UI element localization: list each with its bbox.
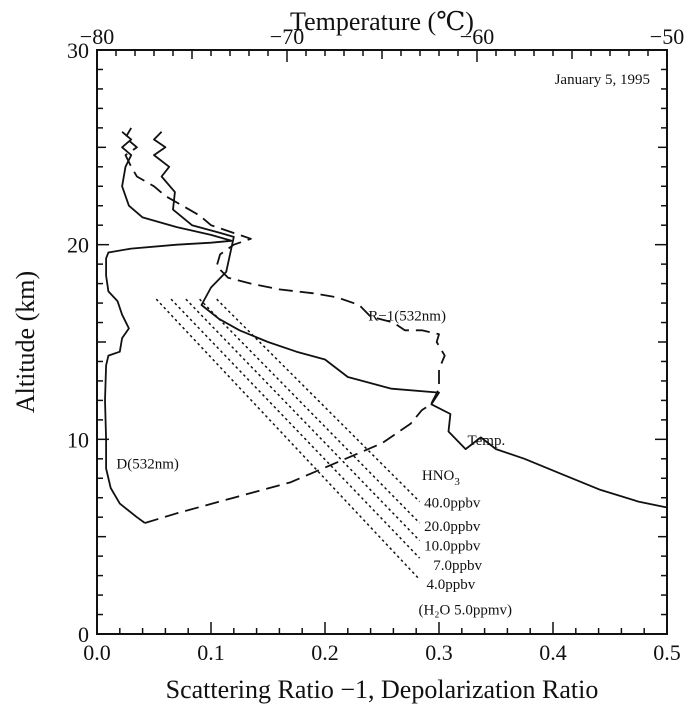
y-tick-label: 0 <box>78 622 89 647</box>
series-20-0ppbv-line <box>199 298 421 524</box>
y-tick-label: 30 <box>67 38 89 63</box>
series-label: D(532nm) <box>116 457 179 473</box>
top-tick-label: −70 <box>270 24 304 49</box>
annotations: R−1(532nm) Temp. D(532nm) 40.0ppbv 20.0ppbv 1… <box>116 309 512 619</box>
bottom-tick-label: 0.3 <box>425 640 453 665</box>
series-label: 10.0ppbv <box>424 538 481 554</box>
y-axis-title: Altitude (km) <box>11 271 40 413</box>
series-label: Temp. <box>468 433 506 449</box>
hno3-label: HNO3 <box>422 468 461 488</box>
hno3-prefix: HNO <box>422 468 455 484</box>
y-tick-label: 20 <box>67 233 89 258</box>
bottom-tick-label: 0.2 <box>311 640 339 665</box>
series-label: 20.0ppbv <box>424 519 481 535</box>
top-tick-label: −50 <box>650 24 684 49</box>
series-label: (H₂O 5.0ppmv) <box>418 603 512 619</box>
series-label: 7.0ppbv <box>433 558 482 574</box>
series-group <box>104 127 668 581</box>
series-label: R−1(532nm) <box>368 309 446 325</box>
hno3-subscript: 3 <box>454 476 460 488</box>
series-10-0ppbv-line <box>185 298 421 542</box>
bottom-tick-label: 0.1 <box>197 640 225 665</box>
bottom-tick-label: 0.5 <box>653 640 681 665</box>
series-r-1-532nm-line <box>124 127 446 524</box>
top-axis-title: Temperature (℃) <box>290 7 474 36</box>
series-40-0ppbv-line <box>216 298 421 503</box>
y-tick-label: 10 <box>67 427 89 452</box>
bottom-tick-label: 0.0 <box>83 640 111 665</box>
top-tick-label: −80 <box>80 24 114 49</box>
plot-frame <box>96 49 668 635</box>
series-label: 40.0ppbv <box>424 495 481 511</box>
bottom-tick-label: 0.4 <box>539 640 567 665</box>
series-d-532nm-line <box>104 131 233 524</box>
top-tick-label: −60 <box>460 24 494 49</box>
plot-area: 0.0 0.1 0.2 0.3 0.4 0.5 −80 −70 −60 −50 0 10 20 30 R−… <box>67 24 684 665</box>
ticks: 0.0 0.1 0.2 0.3 0.4 0.5 −80 −70 −60 −50 0 10 20 30 <box>67 24 684 665</box>
series-4-0ppbv-line <box>155 298 421 581</box>
bottom-axis-title: Scattering Ratio −1, Depolarization Rati… <box>166 675 599 704</box>
series-7-0ppbv-line <box>170 298 421 559</box>
series-temp-line <box>153 131 668 509</box>
date-label: January 5, 1995 <box>555 72 650 88</box>
series-label: 4.0ppbv <box>426 577 475 593</box>
